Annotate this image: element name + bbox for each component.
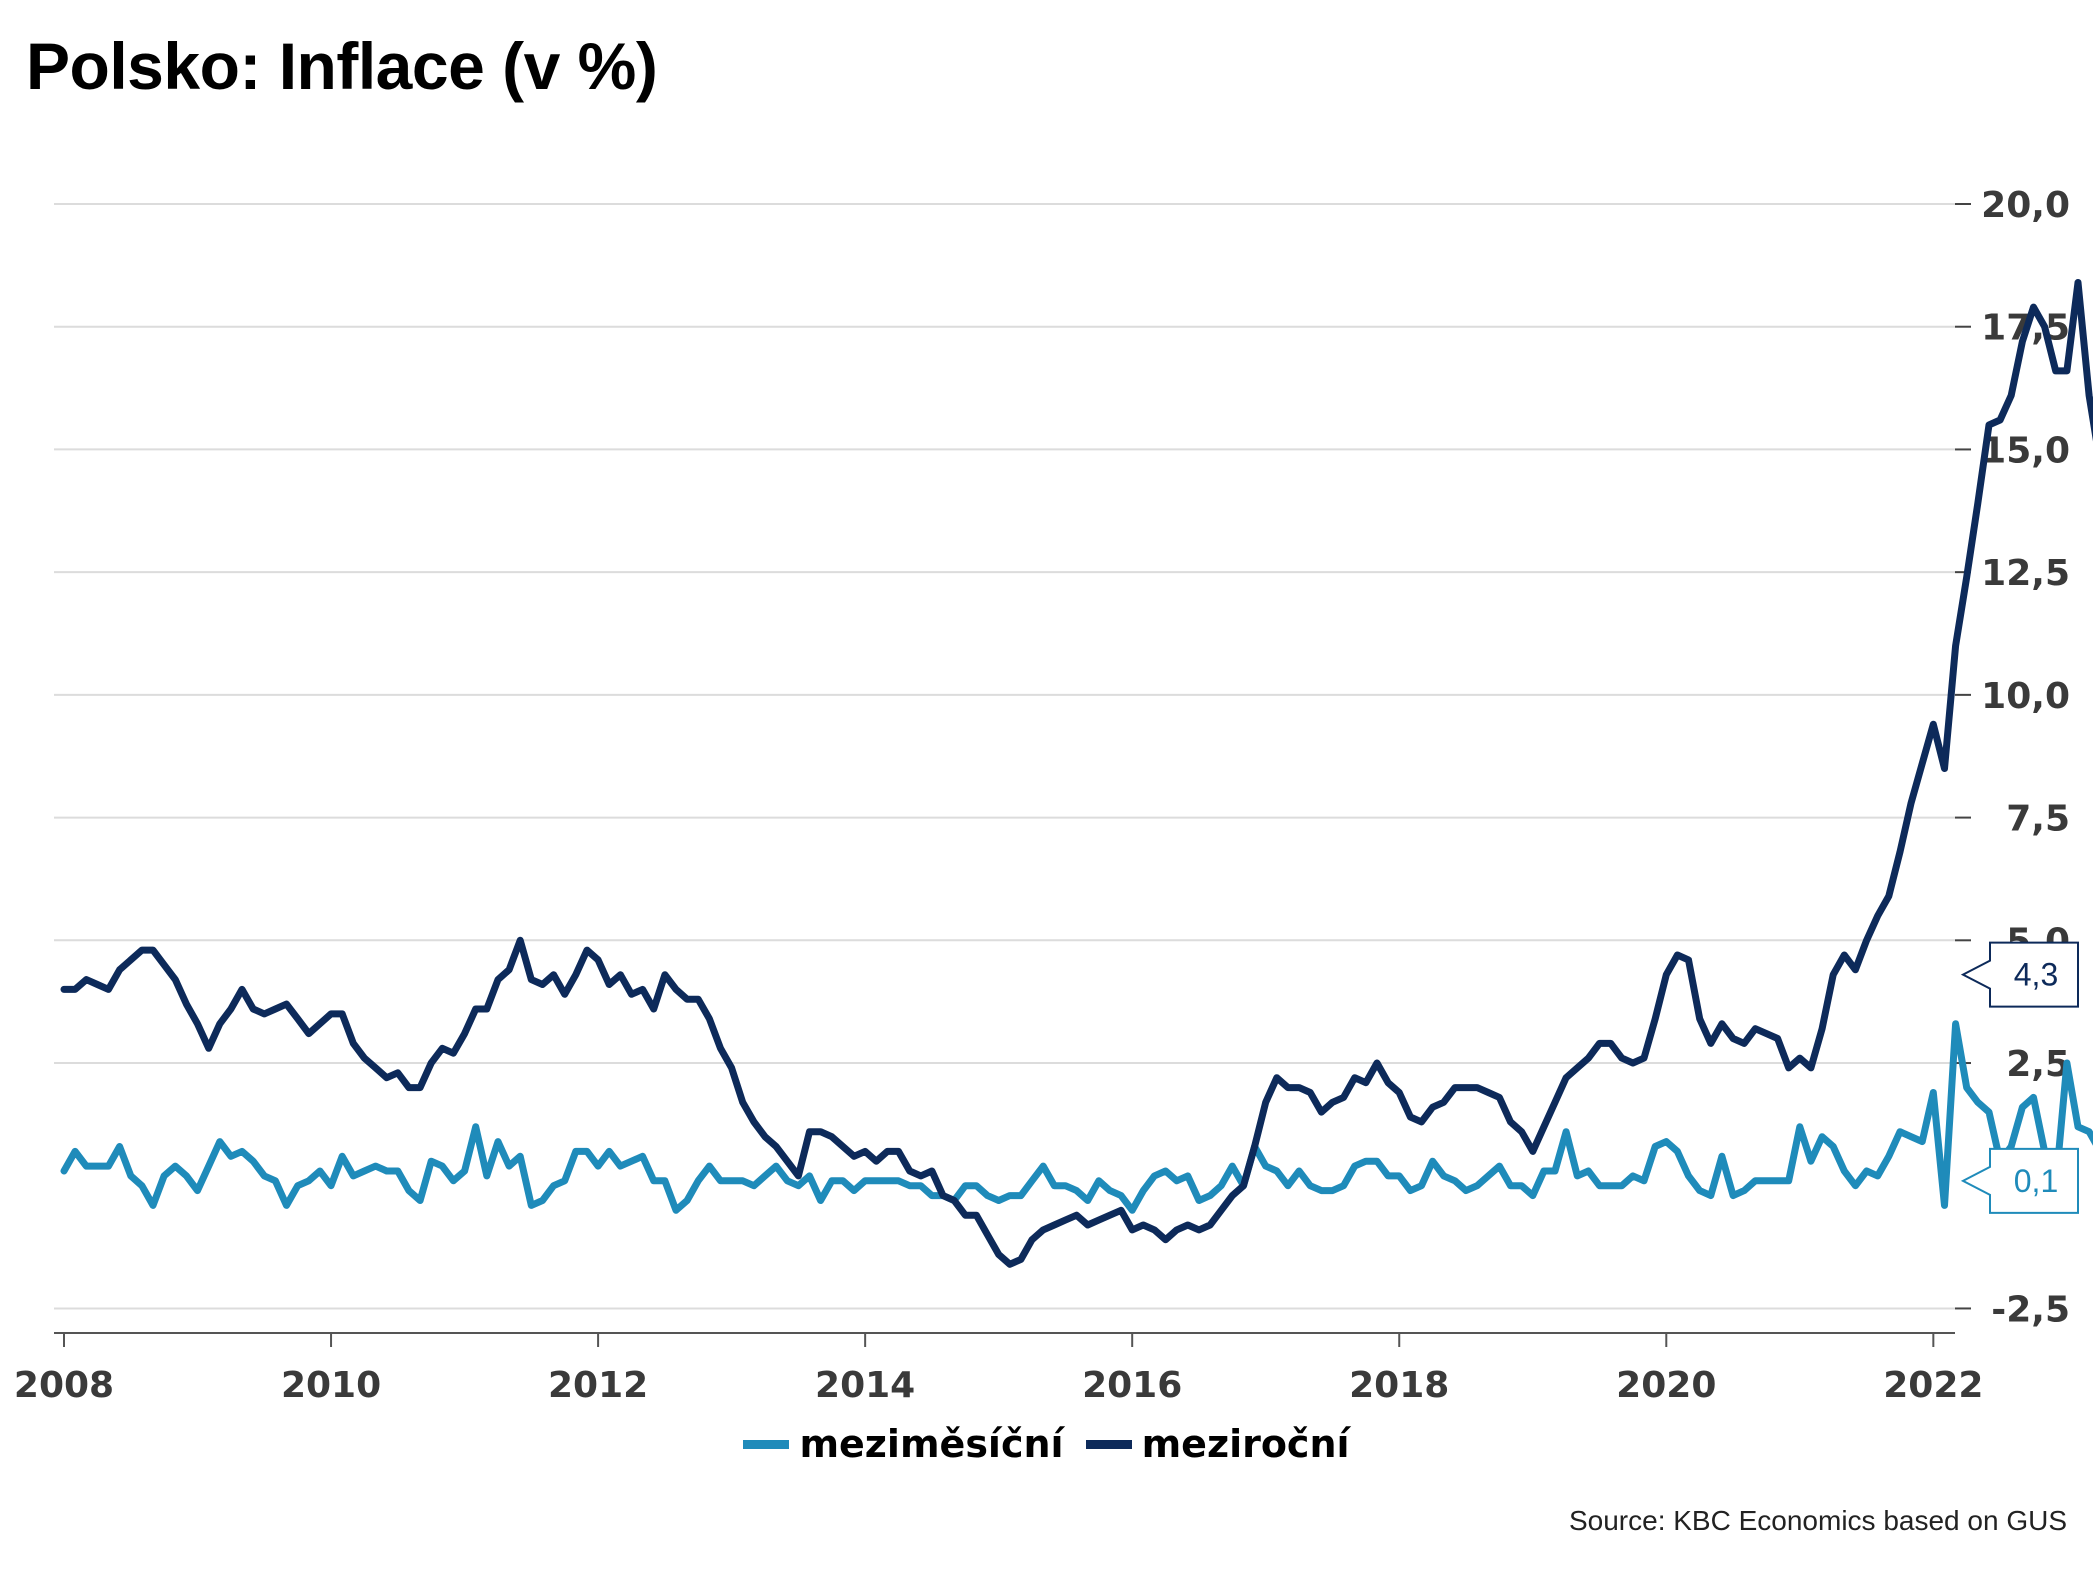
legend-item-mom: meziměsíční bbox=[743, 1422, 1064, 1466]
end-label-box-yoy bbox=[1960, 941, 2079, 1008]
end-labels: 0,1 4,3 bbox=[1960, 941, 2079, 1214]
series-line-mom bbox=[60, 1020, 2093, 1214]
end-label-yoy: 4,3 bbox=[2014, 957, 2058, 993]
y-tick-label: 12,5 bbox=[1981, 553, 2070, 594]
chart-title: Polsko: Inflace (v %) bbox=[26, 29, 658, 103]
series-line-yoy bbox=[60, 279, 2093, 1268]
y-tick-label: 20,0 bbox=[1981, 185, 2070, 226]
end-label-mom: 0,1 bbox=[2014, 1163, 2058, 1199]
series-lines bbox=[60, 279, 2093, 1268]
source-note: Source: KBC Economics based on GUS bbox=[1568, 1505, 2067, 1536]
y-tick-label: -2,5 bbox=[1991, 1289, 2070, 1330]
legend-swatch-mom bbox=[743, 1439, 790, 1449]
y-tick-label: 2,5 bbox=[2006, 1044, 2070, 1085]
legend-item-yoy: meziroční bbox=[1085, 1422, 1350, 1466]
x-tick-label: 2012 bbox=[548, 1365, 648, 1406]
x-tick-label: 2020 bbox=[1616, 1365, 1716, 1406]
x-tick-label: 2016 bbox=[1082, 1365, 1182, 1406]
legend-swatch-yoy bbox=[1085, 1439, 1132, 1449]
legend: meziměsíční meziroční bbox=[0, 1422, 2093, 1466]
y-tick-label: 10,0 bbox=[1981, 676, 2070, 717]
x-axis: 200820102012201420162018202020222024 bbox=[14, 1332, 1983, 1406]
y-tick-label: 7,5 bbox=[2006, 799, 2070, 840]
y-tick-label: 15,0 bbox=[1981, 430, 2070, 471]
x-tick-label: 2018 bbox=[1349, 1365, 1449, 1406]
gridlines bbox=[54, 203, 1955, 1310]
legend-label-mom: meziměsíční bbox=[799, 1422, 1064, 1466]
end-label-box-mom bbox=[1960, 1147, 2079, 1214]
legend-label-yoy: meziroční bbox=[1141, 1422, 1350, 1466]
x-tick-label: 2010 bbox=[281, 1365, 381, 1406]
x-tick-label: 2008 bbox=[14, 1365, 114, 1406]
x-tick-label: 2014 bbox=[815, 1365, 915, 1406]
x-tick-label: 2022 bbox=[1883, 1365, 1983, 1406]
